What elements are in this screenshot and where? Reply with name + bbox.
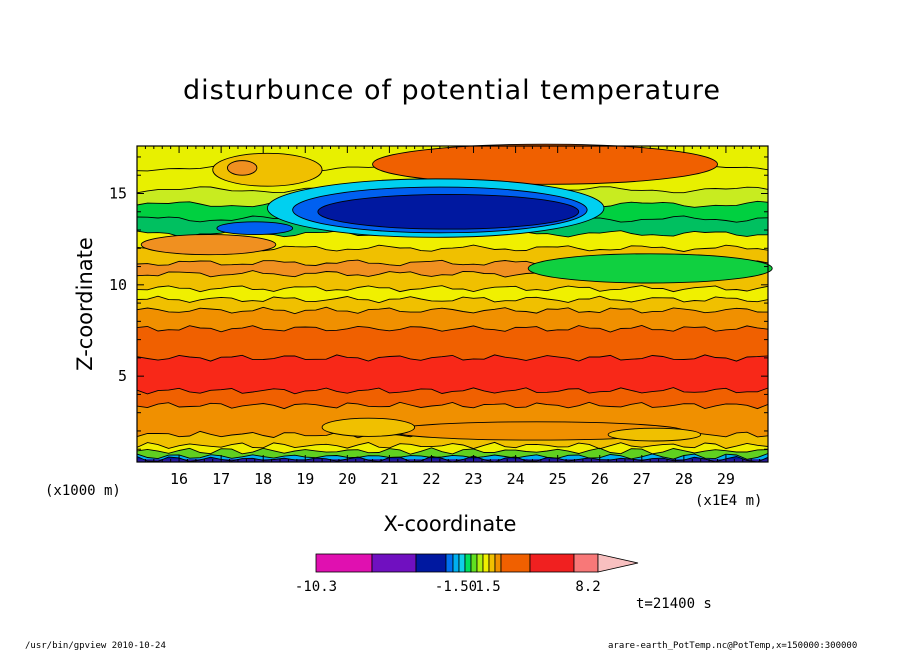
plot-frame (136, 145, 769, 463)
x-unit-left: (x1000 m) (45, 483, 121, 499)
colorbar-label: 1.5 (475, 579, 500, 595)
x-tick-label: 21 (380, 470, 398, 488)
contour-band (137, 325, 768, 362)
contour-line (136, 325, 769, 333)
contour-band (137, 442, 768, 455)
x-tick-label: 25 (549, 470, 567, 488)
contour-band (137, 354, 768, 394)
contour-line (136, 401, 769, 410)
x-tick-label: 24 (507, 470, 525, 488)
contour-band (137, 459, 768, 462)
colorbar-swatch (529, 553, 575, 573)
contour-line (136, 453, 769, 460)
colorbar-swatch (458, 553, 466, 573)
colorbar-swatch (464, 553, 472, 573)
contour-cell (226, 160, 258, 176)
colorbar-label: -1.50 (435, 579, 477, 595)
contour-cell (216, 221, 294, 236)
x-tick-label: 17 (212, 470, 230, 488)
colorbar-swatch (452, 553, 460, 573)
contour-cell (607, 427, 702, 442)
colorbar-swatch (476, 553, 484, 573)
colorbar-swatch (500, 553, 531, 573)
x-tick-label: 22 (422, 470, 440, 488)
contour-line (136, 354, 769, 362)
contour-cell (321, 417, 416, 437)
x-tick-label: 27 (633, 470, 651, 488)
footer-source: arare-earth_PotTemp.nc@PotTemp,x=150000:… (608, 641, 858, 651)
x-unit-right: (x1E4 m) (695, 493, 763, 509)
contour-line (136, 306, 769, 315)
x-tick-label: 18 (254, 470, 272, 488)
x-tick-label: 23 (465, 470, 483, 488)
contour-band (137, 307, 768, 332)
colorbar: -10.3 -1.501.5 8.2 (295, 553, 639, 595)
x-tick-label: 26 (591, 470, 609, 488)
y-axis-ticks: 5 10 15 (109, 156, 768, 450)
x-tick-label: 29 (717, 470, 735, 488)
x-tick-label: 28 (675, 470, 693, 488)
colorbar-label: 8.2 (575, 579, 600, 595)
colorbar-swatch (482, 553, 490, 573)
colorbar-swatch (371, 553, 417, 573)
contour-cell (527, 253, 773, 284)
x-tick-label: 16 (170, 470, 188, 488)
chart-title: disturbunce of potential temperature (183, 75, 721, 106)
colorbar-swatch (415, 553, 447, 573)
y-tick-label: 15 (109, 184, 127, 202)
colorbar-label: -10.3 (295, 579, 337, 595)
contour-lines (136, 143, 773, 463)
x-axis-label: X-coordinate (383, 512, 517, 536)
colorbar-swatch (315, 553, 373, 573)
x-axis-ticks: 16 17 18 19 20 21 22 23 24 25 26 27 28 29 (136, 146, 769, 488)
x-tick-label: 19 (296, 470, 314, 488)
colorbar-swatch (488, 553, 496, 573)
contour-cell (372, 143, 718, 185)
colorbar-swatch (494, 553, 502, 573)
contour-cell (317, 193, 580, 230)
colorbar-swatch (573, 553, 599, 573)
x-tick-label: 20 (338, 470, 356, 488)
y-tick-label: 5 (118, 367, 127, 385)
contour-line (136, 441, 769, 450)
contour-band (137, 296, 768, 314)
contour-line (136, 387, 769, 395)
contour-line (136, 295, 769, 304)
contour-line (136, 447, 769, 455)
time-label: t=21400 s (636, 596, 712, 612)
colorbar-arrow (597, 553, 639, 573)
colorbar-swatch (445, 553, 454, 573)
y-axis-label: Z-coordinate (73, 237, 97, 371)
contour-line (136, 285, 769, 293)
contour-band (137, 387, 768, 409)
contour-cell (140, 234, 277, 256)
footer-command: /usr/bin/gpview 2010-10-24 (25, 641, 166, 651)
colorbar-swatch (470, 553, 478, 573)
y-tick-label: 10 (109, 276, 127, 294)
